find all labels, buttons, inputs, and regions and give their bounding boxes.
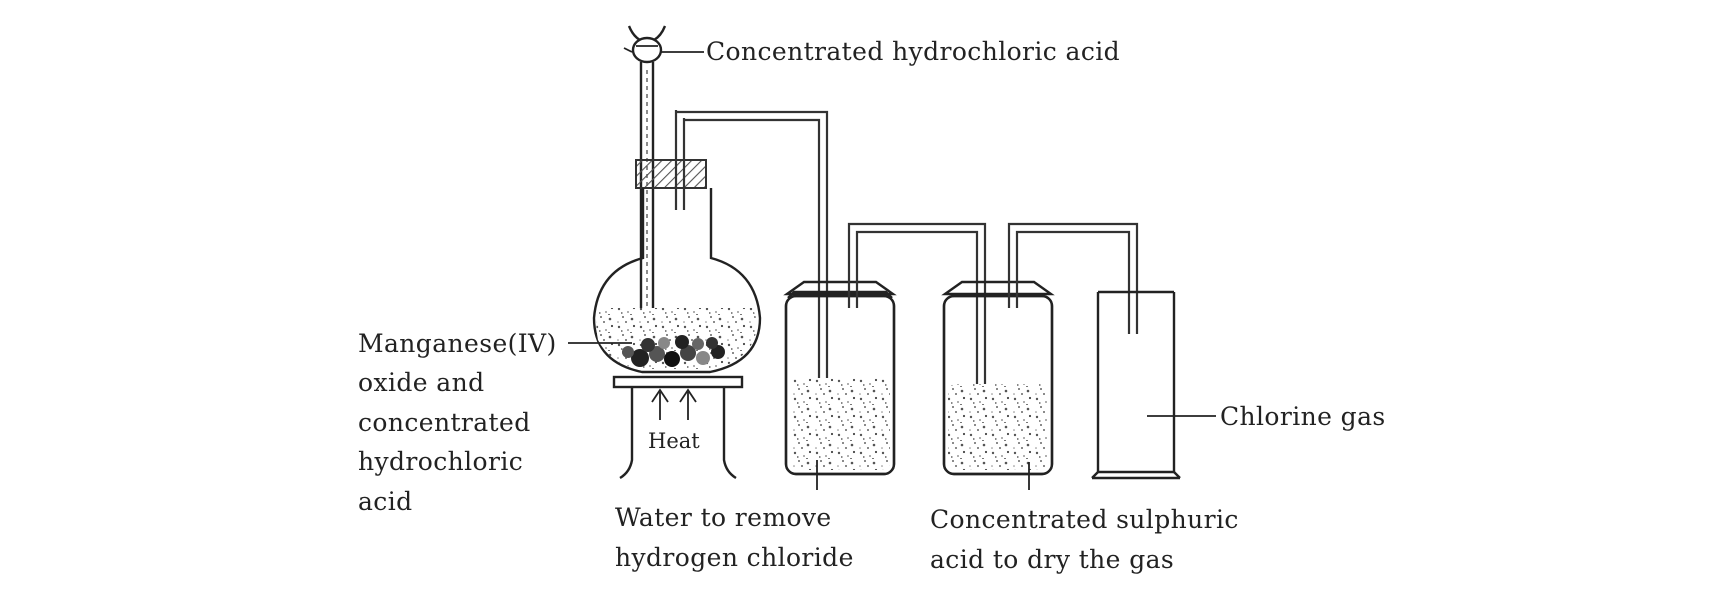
heat-label: Heat <box>648 429 700 453</box>
delivery-tube-1 <box>676 110 829 470</box>
flask-stopper <box>635 159 707 189</box>
leader-lines <box>568 51 1216 490</box>
reactants-line-5: acid <box>358 487 413 516</box>
label-sulphuric-acid: Concentrated sulphuric acid to dry the g… <box>930 505 1239 574</box>
label-chlorine-gas: Chlorine gas <box>1220 402 1386 431</box>
reactants-line-2: oxide and <box>358 368 485 397</box>
wash-bottle-water <box>783 222 987 476</box>
water-line-2: hydrogen chloride <box>615 543 854 572</box>
round-bottom-flask <box>592 110 762 374</box>
gas-jar <box>1091 290 1181 480</box>
label-concentrated-hydrochloric-acid: Concentrated hydrochloric acid <box>706 37 1120 66</box>
sulphuric-line-2: acid to dry the gas <box>930 545 1174 574</box>
wash-bottle-sulphuric-acid <box>941 222 1139 476</box>
water-line-1: Water to remove <box>615 503 832 532</box>
manganese-oxide-lumps <box>622 335 725 367</box>
dropping-funnel <box>623 25 667 335</box>
tripod-stand: Heat <box>612 375 744 480</box>
reactants-line-4: hydrochloric <box>358 447 523 476</box>
label-reactants: Manganese(IV) oxide and concentrated hyd… <box>358 329 557 516</box>
reactants-line-1: Manganese(IV) <box>358 329 557 358</box>
reactants-line-3: concentrated <box>358 408 531 437</box>
label-water: Water to remove hydrogen chloride <box>615 503 854 572</box>
sulphuric-line-1: Concentrated sulphuric <box>930 505 1239 534</box>
